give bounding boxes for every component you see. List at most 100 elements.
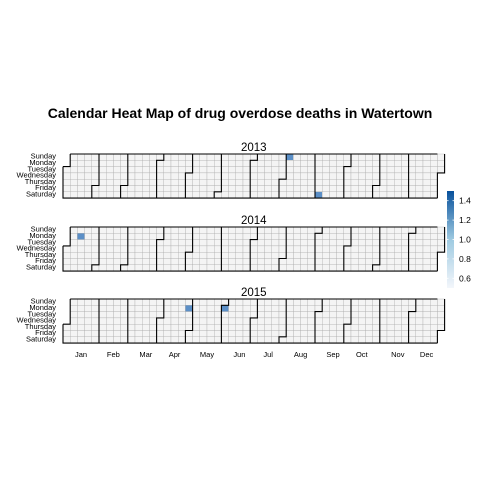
day-cell — [271, 330, 280, 337]
day-cell — [257, 185, 265, 192]
day-cell — [192, 233, 200, 240]
day-cell — [170, 172, 179, 180]
day-cell — [134, 239, 143, 247]
day-cell — [286, 166, 294, 174]
day-cell — [372, 179, 380, 186]
day-cell — [163, 160, 172, 167]
weekday-label: Wednesday — [17, 171, 57, 180]
weekday-label: Sunday — [31, 152, 57, 161]
weekday-label: Monday — [29, 303, 56, 312]
day-cell — [120, 185, 128, 192]
day-cell — [329, 179, 337, 186]
day-cell — [307, 239, 316, 247]
month-boundary — [372, 154, 381, 199]
day-cell — [401, 336, 409, 344]
day-cell — [228, 153, 236, 161]
day-cell — [106, 317, 114, 325]
day-cell — [300, 172, 308, 180]
day-cell — [250, 179, 258, 186]
day-cell — [415, 179, 424, 186]
day-cell — [278, 305, 287, 312]
day-cell — [206, 153, 215, 161]
day-cell — [271, 264, 280, 272]
day-cell — [300, 153, 308, 161]
day-cell — [235, 305, 244, 312]
day-cell — [350, 258, 359, 265]
day-cell — [199, 239, 208, 247]
day-cell — [437, 317, 445, 325]
day-cell — [156, 239, 164, 247]
legend-tick-label: 0.8 — [459, 254, 471, 264]
day-cell — [350, 245, 359, 253]
day-cell — [127, 233, 136, 240]
day-cell — [286, 311, 294, 319]
day-cell — [322, 330, 330, 337]
day-cell — [178, 153, 186, 161]
day-cell — [386, 298, 395, 306]
day-cell — [422, 153, 431, 161]
day-cell — [300, 179, 308, 186]
day-cell — [106, 233, 114, 240]
day-cell — [278, 179, 287, 186]
day-cell — [343, 166, 352, 174]
day-cell — [401, 252, 409, 259]
day-cell — [163, 336, 172, 344]
day-cell — [206, 264, 215, 272]
day-cell — [322, 172, 330, 180]
day-cell — [62, 336, 71, 344]
day-cell — [379, 233, 388, 240]
day-cell — [422, 226, 431, 234]
day-cell — [127, 191, 136, 199]
day-cell — [343, 185, 352, 192]
day-cell — [329, 191, 337, 199]
day-cell — [271, 305, 280, 312]
day-cell — [185, 324, 193, 331]
day-cell — [343, 336, 352, 344]
day-cell — [307, 311, 316, 319]
day-cell — [386, 153, 395, 161]
day-cell — [242, 191, 251, 199]
day-cell — [113, 245, 121, 253]
day-cell — [178, 264, 186, 272]
color-legend: 1.4 1.2 1.0 0.8 0.6 — [447, 191, 471, 288]
day-cell — [336, 258, 344, 265]
day-cell — [98, 172, 107, 180]
day-cell — [386, 233, 395, 240]
day-cell — [264, 252, 272, 259]
day-cell — [372, 166, 380, 174]
day-cell — [120, 317, 128, 325]
day-cell — [278, 311, 287, 319]
day-cell — [163, 185, 172, 192]
day-cell — [278, 298, 287, 306]
day-cell — [106, 191, 114, 199]
day-cell — [77, 330, 85, 337]
day-cell — [163, 153, 172, 161]
day-cell — [199, 245, 208, 253]
day-cell — [228, 239, 236, 247]
day-cell — [250, 336, 258, 344]
day-cell — [437, 166, 445, 174]
day-cell — [77, 191, 85, 199]
day-cell — [206, 252, 215, 259]
month-boundary — [249, 227, 258, 272]
day-cell — [430, 226, 438, 234]
day-cell — [386, 324, 395, 331]
day-cell — [408, 324, 416, 331]
day-cell — [358, 172, 366, 180]
day-cell — [70, 258, 78, 265]
day-cell — [250, 298, 258, 306]
day-cell — [142, 264, 150, 272]
day-cell — [415, 317, 424, 325]
weekday-label: Saturday — [26, 190, 56, 199]
day-cell — [264, 264, 272, 272]
day-cell — [206, 336, 215, 344]
day-cell — [293, 185, 301, 192]
day-cell — [235, 179, 244, 186]
day-cell — [250, 305, 258, 312]
day-cell — [257, 160, 265, 167]
day-cell — [343, 179, 352, 186]
day-cell — [163, 311, 172, 319]
day-cell — [422, 324, 431, 331]
day-cell — [214, 172, 222, 180]
day-cell — [271, 258, 280, 265]
